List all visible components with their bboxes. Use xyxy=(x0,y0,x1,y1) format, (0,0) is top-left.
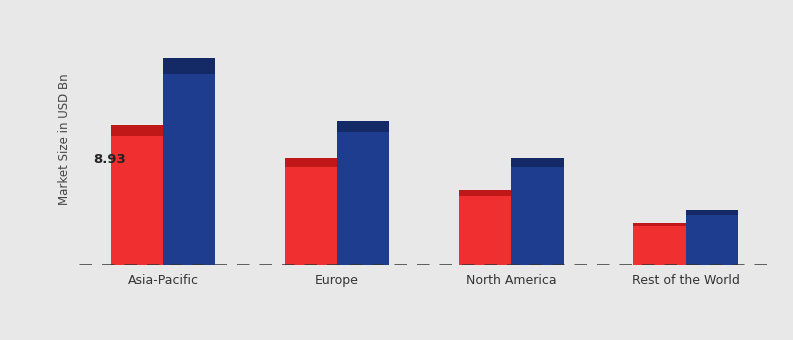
Bar xyxy=(163,58,215,265)
Text: 8.93: 8.93 xyxy=(94,153,126,166)
Bar xyxy=(111,125,163,136)
Bar xyxy=(337,121,389,265)
Bar xyxy=(285,158,337,265)
Bar xyxy=(686,210,737,265)
Bar xyxy=(634,223,686,226)
Y-axis label: Market Size in USD Bn: Market Size in USD Bn xyxy=(58,73,71,205)
Bar xyxy=(459,190,511,196)
Bar xyxy=(337,121,389,132)
Bar xyxy=(634,223,686,265)
Bar xyxy=(111,125,163,265)
Bar xyxy=(511,158,564,265)
Bar xyxy=(459,190,511,265)
Bar xyxy=(686,210,737,215)
Bar xyxy=(285,158,337,167)
Bar xyxy=(163,57,215,74)
Bar xyxy=(511,158,564,167)
